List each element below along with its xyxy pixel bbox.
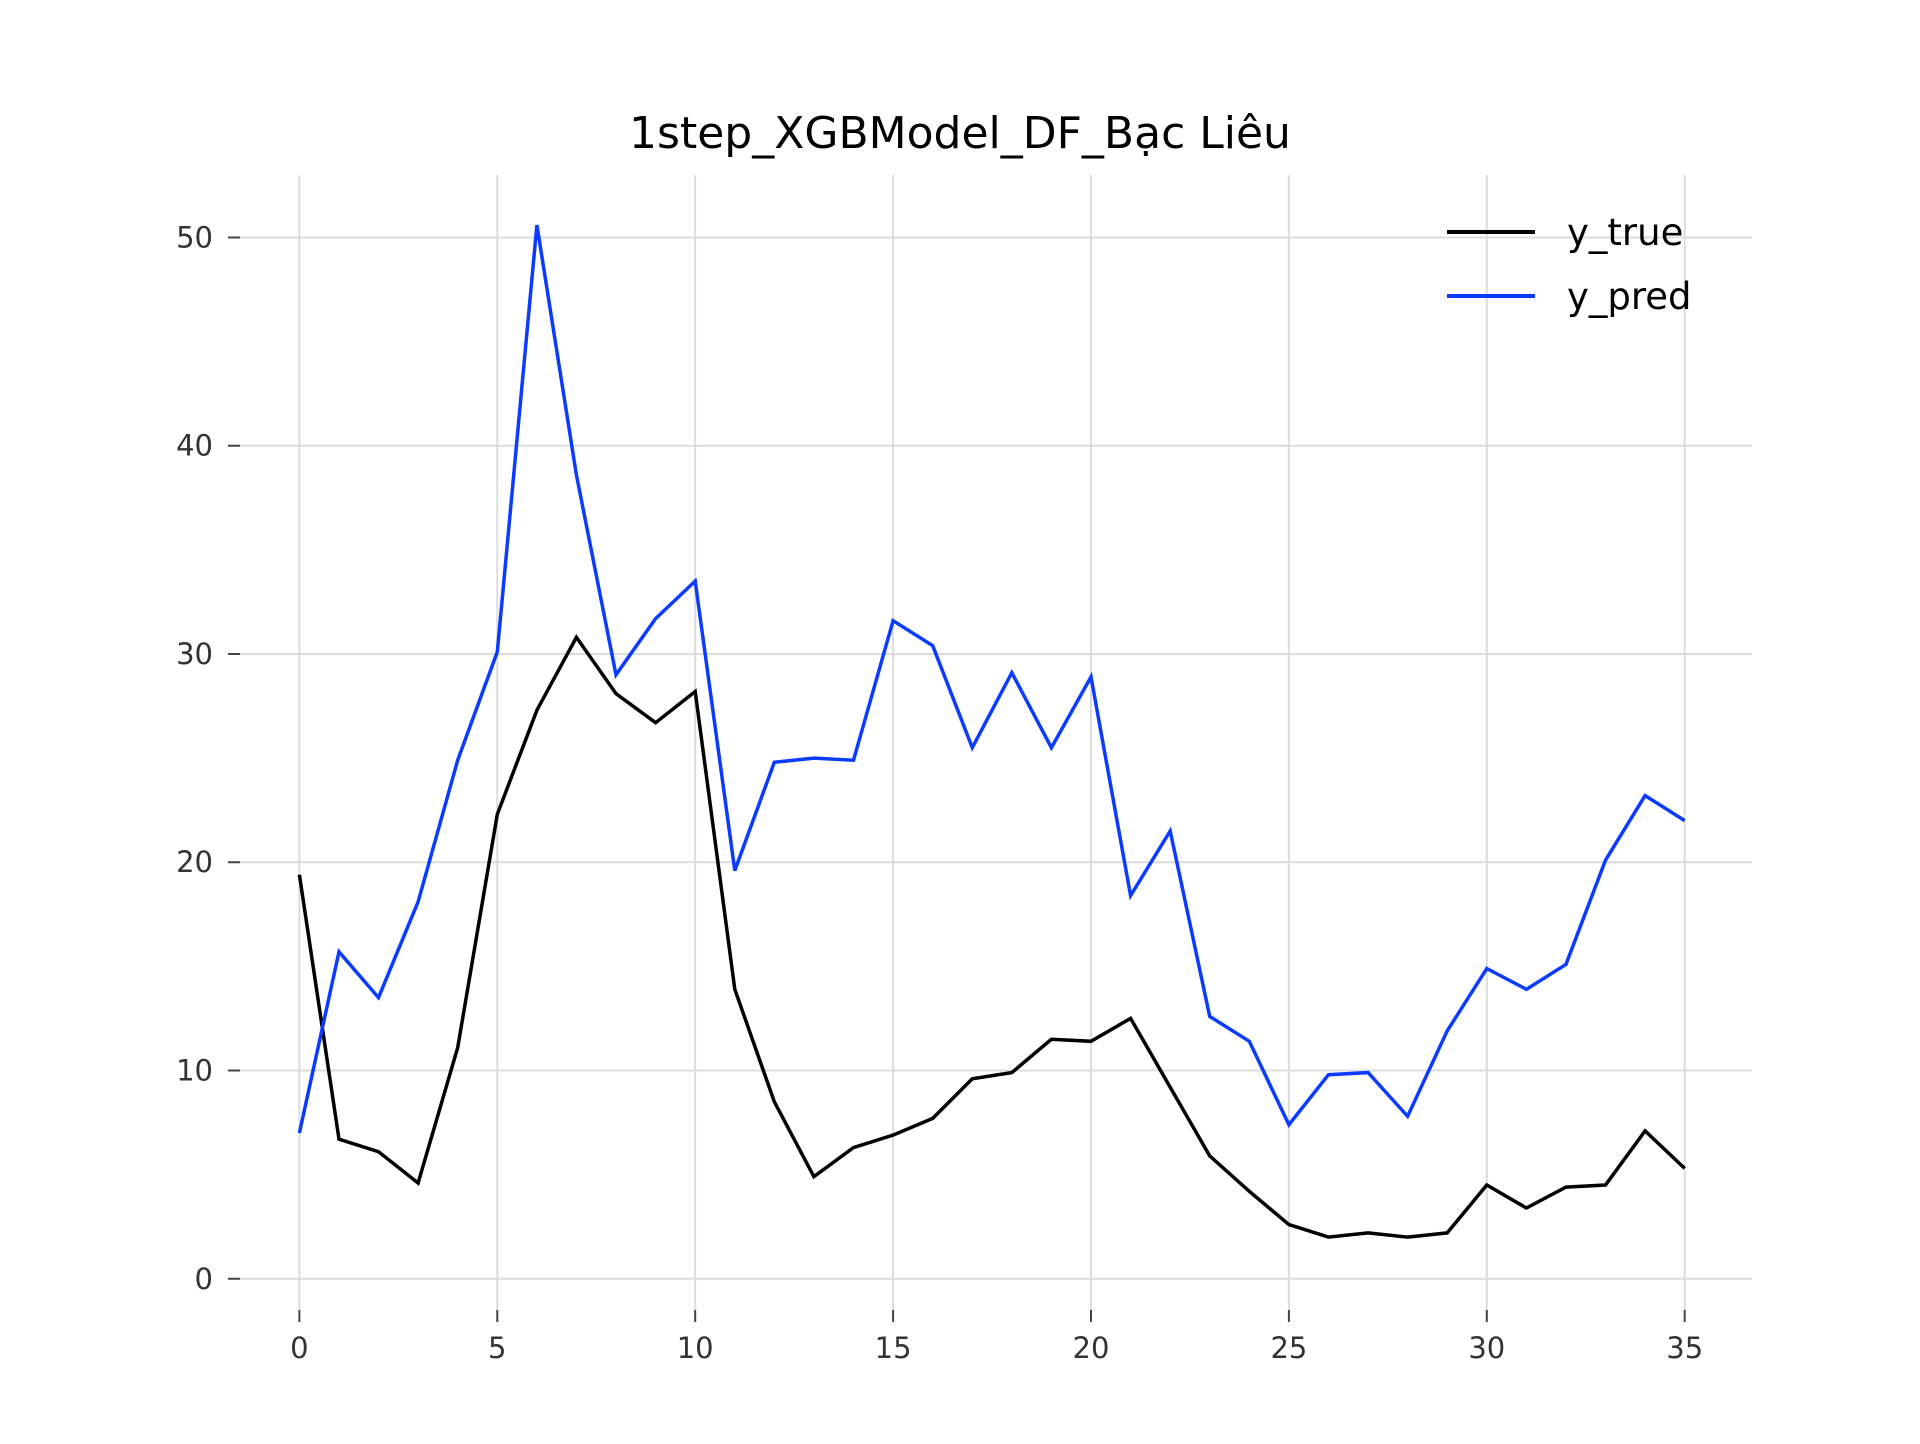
legend-label-y-true: y_true xyxy=(1567,211,1683,254)
legend-label-y-pred: y_pred xyxy=(1567,275,1692,318)
series-line-y-pred xyxy=(297,224,1686,1134)
x-tick-label: 20 xyxy=(1073,1331,1110,1365)
series-line-y-true xyxy=(297,633,1686,1239)
y-tick-label: 0 xyxy=(195,1262,213,1296)
series-lines xyxy=(297,224,1686,1239)
y-tick-label: 50 xyxy=(176,220,213,254)
grid xyxy=(240,175,1752,1310)
axes: 0 10 20 30 40 50 0 5 10 15 20 25 30 35 xyxy=(176,220,1703,1365)
x-tick-label: 30 xyxy=(1468,1331,1505,1365)
x-tick-label: 35 xyxy=(1666,1331,1703,1365)
y-tick-label: 30 xyxy=(176,637,213,671)
y-tick-label: 40 xyxy=(176,429,213,463)
x-tick-label: 0 xyxy=(290,1331,308,1365)
x-tick-label: 25 xyxy=(1270,1331,1307,1365)
y-tick-label: 10 xyxy=(176,1054,213,1088)
x-tick-label: 5 xyxy=(488,1331,506,1365)
chart-title: 1step_XGBModel_DF_Bạc Liêu xyxy=(629,108,1291,159)
x-tick-label: 15 xyxy=(875,1331,912,1365)
x-tick-label: 10 xyxy=(677,1331,714,1365)
y-tick-label: 20 xyxy=(176,845,213,879)
legend: y_true y_pred xyxy=(1447,211,1692,318)
